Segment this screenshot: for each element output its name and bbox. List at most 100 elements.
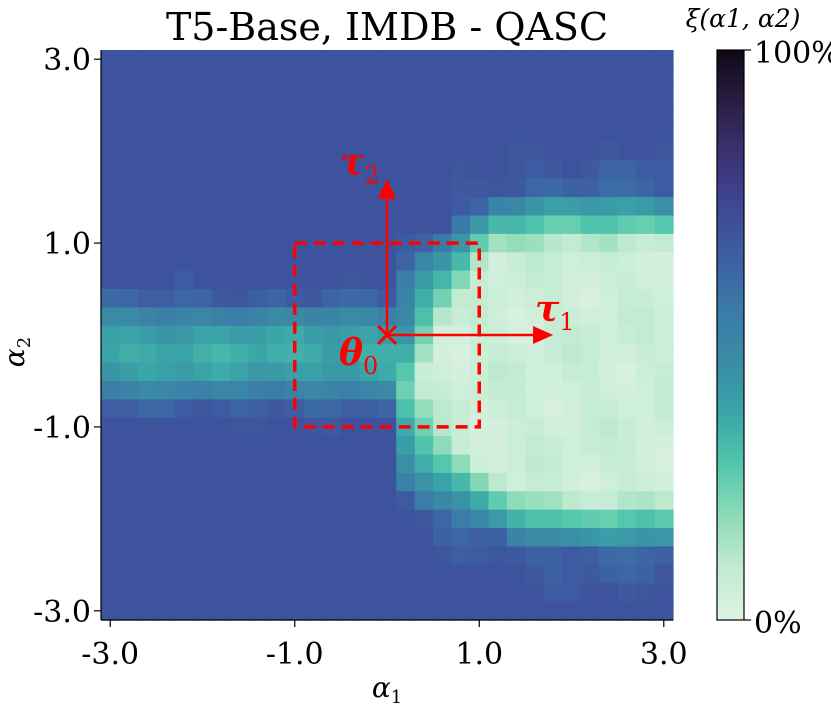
- heatmap-cell: [322, 68, 342, 88]
- heatmap-cell: [193, 436, 213, 456]
- heatmap-cell: [248, 105, 268, 125]
- heatmap-cell: [285, 105, 305, 125]
- heatmap-cell: [340, 528, 360, 548]
- heatmap-cell: [617, 491, 637, 511]
- heatmap-cell: [636, 68, 656, 88]
- heatmap-cell: [211, 344, 231, 364]
- heatmap-cell: [414, 528, 434, 548]
- heatmap-cell: [377, 380, 397, 400]
- heatmap-cell: [636, 546, 656, 566]
- heatmap-cell: [285, 491, 305, 511]
- heatmap-cell: [285, 601, 305, 621]
- heatmap-cell: [137, 362, 157, 382]
- heatmap-cell: [101, 344, 121, 364]
- heatmap-cell: [267, 436, 287, 456]
- heatmap-cell: [359, 233, 379, 253]
- heatmap-cell: [303, 399, 324, 419]
- heatmap-cell: [156, 178, 176, 198]
- heatmap-cell: [377, 50, 397, 69]
- heatmap-cell: [506, 399, 526, 419]
- heatmap-cell: [285, 50, 305, 69]
- heatmap-cell: [636, 417, 656, 437]
- heatmap-cell: [636, 252, 656, 272]
- heatmap-cell: [506, 123, 526, 143]
- heatmap-cell: [211, 178, 231, 198]
- heatmap-cell: [617, 417, 637, 437]
- heatmap-cell: [101, 546, 121, 566]
- heatmap-cell: [285, 289, 305, 309]
- heatmap-cell: [451, 50, 471, 69]
- heatmap-cell: [137, 50, 157, 69]
- heatmap-cell: [414, 546, 434, 566]
- theta0-label-subscript: 0: [363, 352, 378, 380]
- heatmap-cell: [525, 583, 545, 603]
- heatmap-cell: [137, 380, 157, 400]
- heatmap-cell: [506, 68, 526, 88]
- heatmap-cell: [174, 436, 194, 456]
- heatmap-cell: [506, 362, 526, 382]
- heatmap-cell: [119, 86, 139, 106]
- heatmap-cell: [267, 454, 287, 474]
- heatmap-cell: [562, 417, 582, 437]
- heatmap-cell: [654, 325, 674, 345]
- heatmap-cell: [562, 86, 582, 106]
- heatmap-cell: [137, 583, 157, 603]
- heatmap-cell: [340, 178, 360, 198]
- heatmap-cell: [414, 583, 434, 603]
- heatmap-cell: [359, 141, 379, 161]
- heatmap-cell: [303, 454, 324, 474]
- heatmap-cell: [137, 141, 157, 161]
- heatmap-cell: [377, 564, 397, 584]
- heatmap-cell: [267, 380, 287, 400]
- heatmap-cell: [580, 325, 600, 345]
- heatmap-cell: [267, 491, 287, 511]
- heatmap-cell: [617, 178, 637, 198]
- heatmap-cell: [433, 491, 453, 511]
- heatmap-cell: [267, 472, 287, 492]
- heatmap-cell: [303, 583, 324, 603]
- heatmap-cell: [506, 215, 526, 235]
- heatmap-cell: [506, 141, 526, 161]
- heatmap-cell: [433, 105, 453, 125]
- heatmap-cell: [211, 141, 231, 161]
- heatmap-cell: [654, 68, 674, 88]
- heatmap-cell: [580, 454, 600, 474]
- heatmap-cell: [359, 215, 379, 235]
- heatmap-cell: [267, 307, 287, 327]
- heatmap-cell: [525, 307, 545, 327]
- heatmap-cell: [303, 307, 324, 327]
- heatmap-cell: [488, 105, 508, 125]
- heatmap-cell: [654, 399, 674, 419]
- heatmap-cell: [174, 472, 194, 492]
- heatmap-cell: [322, 270, 342, 290]
- heatmap-cell: [599, 86, 619, 106]
- heatmap-cell: [285, 325, 305, 345]
- heatmap-cell: [543, 325, 563, 345]
- heatmap-cell: [211, 546, 231, 566]
- heatmap-cell: [636, 564, 656, 584]
- heatmap-cell: [322, 233, 342, 253]
- theta0-label-symbol: θ: [339, 332, 363, 374]
- heatmap-cell: [506, 307, 526, 327]
- heatmap-cell: [599, 68, 619, 88]
- heatmap-cell: [525, 362, 545, 382]
- heatmap-cell: [617, 141, 637, 161]
- heatmap-cell: [525, 564, 545, 584]
- heatmap-cell: [654, 197, 674, 217]
- heatmap-cell: [562, 472, 582, 492]
- heatmap-cell: [617, 564, 637, 584]
- heatmap-cell: [174, 270, 194, 290]
- heatmap-cell: [451, 583, 471, 603]
- heatmap-cell: [599, 270, 619, 290]
- heatmap-cell: [470, 270, 490, 290]
- heatmap-cell: [248, 454, 268, 474]
- x-axis: -3.0 -1.0 1.0 3.0: [81, 619, 688, 672]
- heatmap-cell: [433, 141, 453, 161]
- heatmap-cell: [451, 344, 471, 364]
- heatmap-cell: [137, 472, 157, 492]
- x-tick-label: -1.0: [266, 637, 324, 672]
- heatmap-cell: [488, 528, 508, 548]
- heatmap-cell: [414, 436, 434, 456]
- heatmap-cell: [470, 528, 490, 548]
